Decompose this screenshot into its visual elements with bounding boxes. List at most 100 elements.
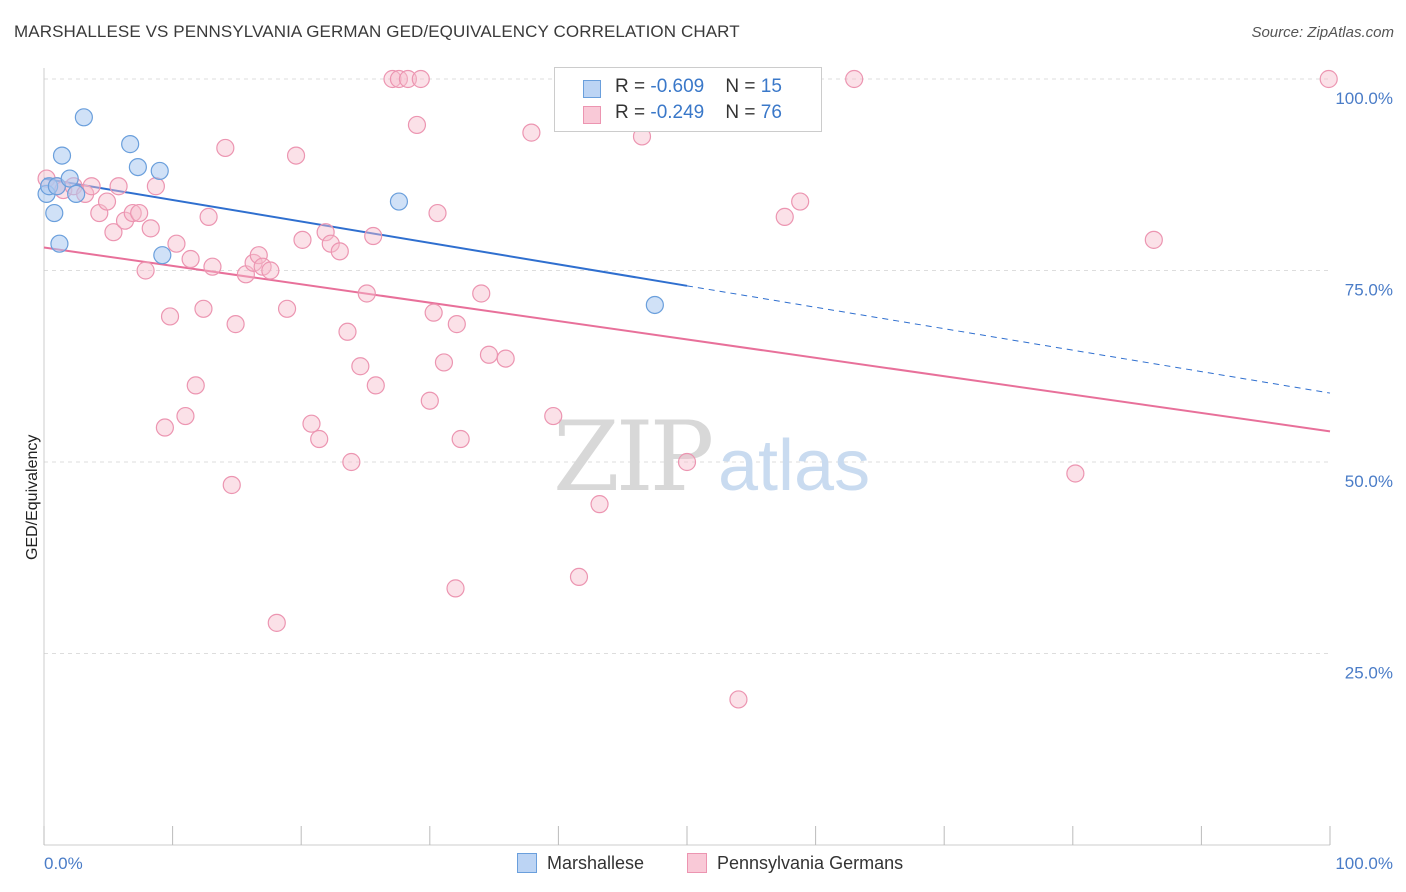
bottom-swatch-marshallese — [517, 853, 537, 873]
pa-point — [383, 69, 402, 89]
pa-point — [479, 345, 499, 364]
pa-point — [82, 177, 101, 196]
pa-point — [160, 307, 180, 326]
y-tick-label: 100.0% — [1335, 89, 1393, 108]
marshallese-point — [150, 161, 169, 181]
pa-point — [364, 226, 383, 246]
pa-point — [203, 257, 222, 276]
pa-point — [1066, 464, 1085, 483]
bottom-swatch-pa — [687, 853, 707, 873]
pa-point — [569, 567, 589, 587]
bottom-legend-marshallese-label: Marshallese — [547, 853, 645, 873]
pa-point — [109, 177, 128, 196]
legend-n-value: 76 — [760, 102, 782, 123]
y-tick-label: 75.0% — [1345, 281, 1393, 300]
legend-n-value: 15 — [760, 76, 782, 97]
pa-point — [791, 192, 810, 211]
pa-point — [420, 391, 439, 410]
watermark-zip: ZIP — [553, 401, 712, 513]
marshallese-point — [389, 192, 409, 211]
pennsylvania-germans-points — [37, 69, 1338, 709]
y-tick-label: 50.0% — [1345, 472, 1393, 491]
pa-point — [729, 690, 748, 709]
pa-point — [186, 376, 205, 395]
pa-point — [136, 261, 155, 280]
pa-point — [398, 69, 418, 89]
pa-point — [845, 69, 864, 89]
pa-point — [261, 261, 280, 280]
marshallese-point — [121, 135, 140, 154]
stats-legend: R = -0.609 N = 15 R = -0.249 N = 76 — [554, 67, 822, 132]
watermark-atlas: atlas — [718, 426, 870, 506]
pa-point — [434, 353, 454, 372]
chart-title: MARSHALLESE VS PENNSYLVANIA GERMAN GED/E… — [14, 22, 740, 41]
pa-point — [104, 223, 123, 242]
legend-r-value: -0.609 — [650, 76, 705, 97]
pa-point — [181, 249, 200, 269]
pa-point — [216, 138, 235, 158]
marshallese-point — [67, 184, 86, 203]
pa-point — [1319, 69, 1338, 89]
legend-r-label: R = — [615, 76, 651, 97]
pa-point — [141, 219, 160, 238]
pa-point — [446, 579, 465, 598]
bottom-legend-pa-label: Pennsylvania Germans — [717, 853, 904, 873]
pa-point — [316, 223, 335, 242]
pa-point — [451, 429, 470, 449]
pa-point — [407, 115, 427, 135]
grid-lines — [44, 78, 1330, 654]
pa-point — [544, 406, 563, 426]
pa-point — [249, 246, 268, 265]
trend-lines — [43, 177, 1331, 433]
pa-point — [428, 203, 447, 223]
pa-point — [277, 299, 297, 318]
bottom-legend-marshallese: Marshallese — [517, 853, 644, 874]
pa-point — [472, 284, 491, 303]
y-axis-label: GED/Equivalency — [24, 435, 41, 560]
pa-point — [199, 207, 218, 226]
pa-point — [155, 418, 174, 437]
marshallese-point — [52, 146, 72, 165]
marshallese-point — [74, 108, 93, 127]
pa-trend-line — [43, 246, 1331, 433]
marshallese-point — [153, 246, 172, 265]
pa-point — [677, 452, 697, 472]
pa-point — [351, 357, 370, 376]
marshallese-trend-extension — [686, 285, 1331, 394]
pa-point — [338, 322, 357, 341]
marshallese-points — [37, 108, 664, 315]
pa-point — [286, 146, 306, 165]
pa-point — [194, 299, 213, 318]
legend-n-label: N = — [725, 76, 761, 97]
source-label: Source: ZipAtlas.com — [1251, 24, 1394, 41]
bottom-legend-pa: Pennsylvania Germans — [687, 853, 903, 874]
watermark: ZIP atlas — [553, 401, 870, 513]
pa-point — [342, 452, 361, 472]
pa-point — [1144, 230, 1163, 249]
pa-point — [267, 613, 286, 632]
pa-point — [424, 303, 443, 322]
pa-point — [411, 69, 430, 89]
legend-n-label: N = — [725, 102, 761, 123]
tick-labels: 25.0% 50.0% 75.0% 100.0% 0.0% 100.0% — [44, 89, 1393, 873]
pa-point — [97, 192, 117, 211]
pa-point — [302, 414, 321, 433]
pa-point — [590, 495, 609, 514]
pa-point — [366, 376, 385, 395]
legend-r-value: -0.249 — [650, 102, 705, 123]
pa-point — [167, 234, 186, 253]
pa-point — [146, 177, 165, 196]
pa-point — [357, 284, 376, 303]
y-tick-label: 25.0% — [1345, 664, 1393, 683]
x-tick-label: 100.0% — [1335, 854, 1393, 873]
legend-swatch-pa — [583, 106, 601, 124]
marshallese-point — [128, 157, 147, 177]
pa-point — [522, 123, 541, 142]
x-tick-label: 0.0% — [44, 854, 83, 873]
marshallese-point — [645, 295, 664, 315]
legend-swatch-marshallese — [583, 80, 601, 98]
pa-point — [775, 207, 794, 226]
pa-point — [176, 406, 195, 426]
pa-point — [226, 315, 245, 334]
